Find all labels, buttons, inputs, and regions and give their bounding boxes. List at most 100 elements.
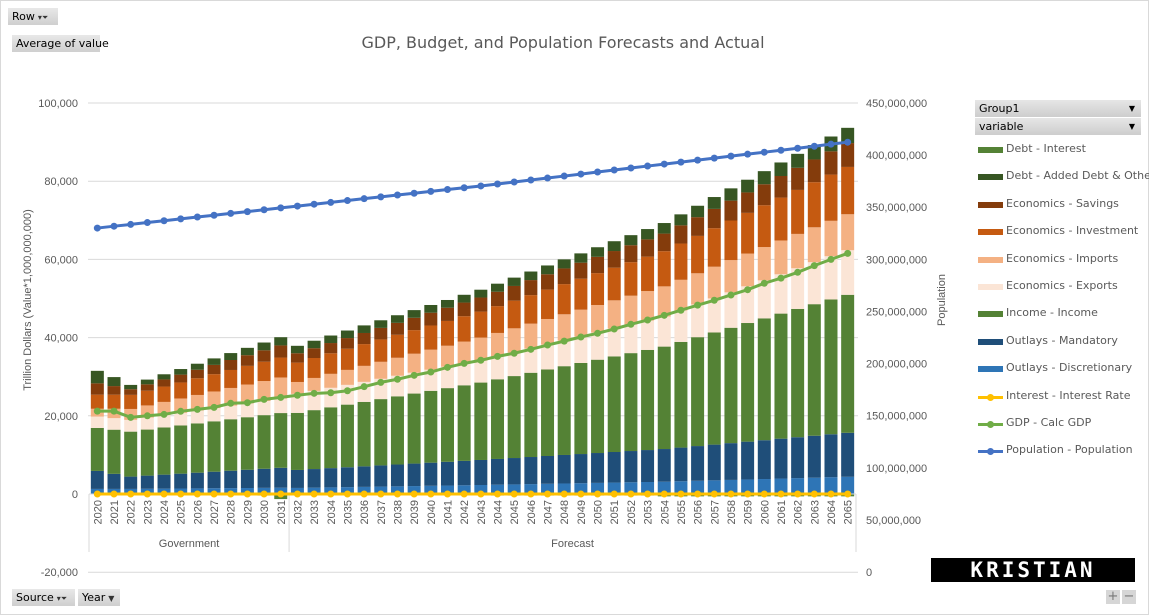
bar-segment bbox=[440, 299, 454, 308]
year-field-button[interactable]: Year ▼ bbox=[78, 589, 120, 606]
y2-tick-label: 450,000,000 bbox=[866, 98, 927, 110]
bar-segment bbox=[841, 432, 855, 477]
bar-segment bbox=[407, 330, 421, 354]
row-field-button[interactable]: Row ▾⏷ bbox=[8, 8, 58, 25]
bar-segment bbox=[524, 271, 538, 281]
bar-segment bbox=[107, 394, 121, 409]
series-point bbox=[694, 156, 702, 164]
bar-segment bbox=[207, 421, 221, 472]
series-point bbox=[210, 211, 218, 219]
y-tick-label: -20,000 bbox=[41, 567, 78, 579]
bar-segment bbox=[691, 446, 705, 481]
bar-segment bbox=[724, 260, 738, 293]
bar-segment bbox=[557, 483, 571, 494]
zoom-out-button[interactable]: − bbox=[1122, 589, 1136, 604]
bar-segment bbox=[707, 480, 721, 494]
bar-segment bbox=[157, 474, 171, 489]
bar-segment bbox=[841, 294, 855, 433]
zoom-in-button[interactable]: + bbox=[1106, 589, 1120, 604]
legend-group-button[interactable]: Group1 ▼ bbox=[975, 100, 1141, 117]
series-point bbox=[127, 220, 135, 228]
bar-segment bbox=[574, 262, 588, 279]
bar-segment bbox=[390, 334, 404, 358]
bar-segment bbox=[340, 330, 354, 339]
bar-segment bbox=[474, 311, 488, 338]
value-field-button[interactable]: Average of value bbox=[12, 35, 109, 52]
source-field-button[interactable]: Source ▾⏷ bbox=[12, 589, 75, 606]
bar-segment bbox=[224, 405, 238, 420]
x-tick-label: 2029 bbox=[242, 500, 254, 524]
bar-segment bbox=[591, 273, 605, 305]
bar-segment bbox=[774, 240, 788, 275]
bar-segment bbox=[440, 345, 454, 367]
bar-segment bbox=[724, 327, 738, 444]
x-tick-label: 2037 bbox=[376, 500, 388, 524]
bar-segment bbox=[274, 357, 288, 378]
bar-segment bbox=[757, 205, 771, 248]
x-tick-label: 2051 bbox=[609, 500, 621, 524]
x-tick-label: 2050 bbox=[593, 500, 605, 524]
series-point bbox=[260, 206, 268, 214]
bar-segment bbox=[574, 454, 588, 484]
series-point bbox=[160, 217, 168, 225]
x-tick-label: 2041 bbox=[442, 500, 454, 524]
bar-segment bbox=[374, 327, 388, 340]
series-point bbox=[227, 490, 235, 498]
x-tick-label: 2021 bbox=[109, 500, 121, 524]
filter-icon: ▾⏷ bbox=[56, 594, 68, 603]
series-point bbox=[143, 490, 151, 498]
series-point bbox=[694, 301, 702, 309]
bar-segment bbox=[591, 256, 605, 274]
bar-segment bbox=[124, 476, 138, 489]
series-point bbox=[193, 405, 201, 413]
bar-segment bbox=[290, 381, 304, 394]
legend-label: Population - Population bbox=[1006, 443, 1133, 457]
bar-segment bbox=[641, 229, 655, 240]
series-point bbox=[360, 195, 368, 203]
series-point bbox=[777, 274, 785, 282]
bar-segment bbox=[741, 441, 755, 480]
bar-segment bbox=[507, 484, 521, 494]
legend-label: Outlays - Mandatory bbox=[1006, 333, 1118, 347]
bar-segment bbox=[390, 357, 404, 376]
bar-segment bbox=[607, 356, 621, 453]
bar-segment bbox=[791, 478, 805, 494]
bar-segment bbox=[457, 363, 471, 386]
bar-segment bbox=[591, 482, 605, 494]
bar-segment bbox=[741, 479, 755, 494]
series-point bbox=[177, 490, 185, 498]
bar-segment bbox=[224, 360, 238, 370]
series-point bbox=[443, 363, 451, 371]
bar-segment bbox=[524, 348, 538, 373]
bar-segment bbox=[174, 369, 188, 375]
group-label: Forecast bbox=[551, 538, 594, 550]
series-point bbox=[594, 490, 602, 498]
bar-segment bbox=[474, 297, 488, 312]
bar-segment bbox=[774, 197, 788, 241]
x-tick-label: 2053 bbox=[643, 500, 655, 524]
series-point bbox=[360, 383, 368, 391]
series-point bbox=[377, 378, 385, 386]
filter-icon: ▾⏷ bbox=[37, 13, 49, 22]
color-swatch bbox=[978, 229, 1003, 236]
legend-variable-button[interactable]: variable ▼ bbox=[975, 118, 1141, 135]
bar-segment bbox=[307, 340, 321, 349]
series-point bbox=[827, 255, 835, 263]
group-label: Government bbox=[159, 538, 220, 550]
series-point bbox=[610, 166, 618, 174]
x-tick-label: 2023 bbox=[142, 500, 154, 524]
bar-segment bbox=[240, 417, 254, 470]
series-point bbox=[744, 286, 752, 294]
bar-segment bbox=[424, 369, 438, 391]
bar-segment bbox=[674, 225, 688, 244]
series-point bbox=[494, 352, 502, 360]
bar-segment bbox=[624, 262, 638, 296]
bar-segment bbox=[791, 167, 805, 190]
bar-segment bbox=[574, 309, 588, 337]
series-point bbox=[694, 490, 702, 498]
legend-label: Income - Income bbox=[1006, 306, 1098, 320]
bar-segment bbox=[407, 372, 421, 394]
bar-segment bbox=[374, 320, 388, 328]
bar-segment bbox=[457, 485, 471, 494]
series-point bbox=[544, 341, 552, 349]
